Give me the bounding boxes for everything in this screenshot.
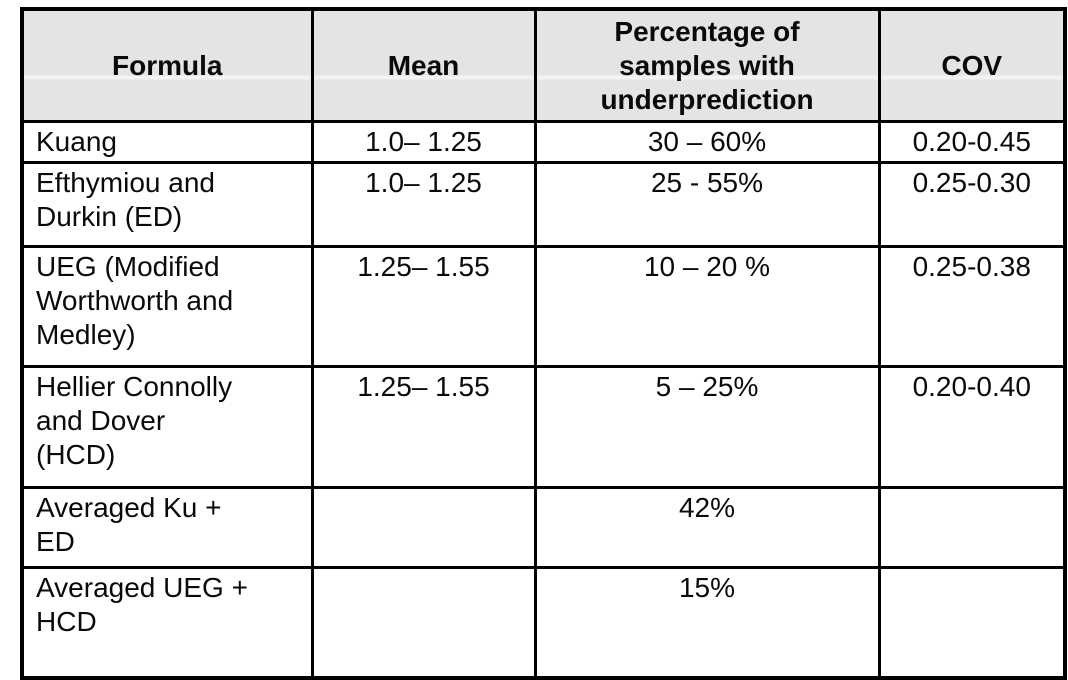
cell-mean: 1.0– 1.25 (310, 120, 537, 164)
formula-text: Efthymiou and Durkin (ED) (36, 167, 215, 232)
table-row-kuang: Kuang 1.0– 1.25 30 – 60% 0.20-0.45 (20, 120, 1067, 164)
table-body: Kuang 1.0– 1.25 30 – 60% 0.20-0.45 Efthy… (20, 120, 1067, 679)
cell-underprediction: 42% (533, 486, 881, 569)
cell-cov (877, 566, 1067, 679)
table-header: Formula Mean Percentage of samples with … (20, 7, 1067, 123)
cell-cov: 0.20-0.45 (877, 120, 1067, 164)
cell-underprediction: 30 – 60% (533, 120, 881, 164)
column-header-cov-label: COV (941, 49, 1003, 81)
formula-text: Kuang (36, 126, 117, 157)
cell-formula: UEG (Modified Worthworth and Medley) (20, 245, 314, 368)
table-row-efthymiou-durkin: Efthymiou and Durkin (ED) 1.0– 1.25 25 -… (20, 161, 1067, 248)
cell-formula: Averaged UEG + HCD (20, 566, 314, 679)
column-header-underprediction-label: Percentage of samples with underpredicti… (600, 15, 814, 115)
column-header-mean: Mean (310, 7, 537, 123)
formula-text: Averaged UEG + HCD (36, 572, 248, 637)
cell-underprediction: 10 – 20 % (533, 245, 881, 368)
cell-mean: 1.25– 1.55 (310, 245, 537, 368)
cell-cov: 0.25-0.38 (877, 245, 1067, 368)
cell-cov: 0.25-0.30 (877, 161, 1067, 248)
cell-formula: Kuang (20, 120, 314, 164)
column-header-formula: Formula (20, 7, 314, 123)
table-row-hellier-connolly-dover: Hellier Connolly and Dover (HCD) 1.25– 1… (20, 365, 1067, 489)
formula-text: Hellier Connolly and Dover (HCD) (36, 371, 233, 470)
cell-mean (310, 486, 537, 569)
formula-comparison-table: Formula Mean Percentage of samples with … (20, 7, 1067, 680)
cell-mean (310, 566, 537, 679)
column-header-mean-label: Mean (387, 49, 460, 81)
cell-underprediction: 15% (533, 566, 881, 679)
cell-cov: 0.20-0.40 (877, 365, 1067, 489)
column-header-formula-label: Formula (112, 49, 223, 81)
column-header-cov: COV (877, 7, 1067, 123)
table-row-ueg: UEG (Modified Worthworth and Medley) 1.2… (20, 245, 1067, 368)
column-header-underprediction: Percentage of samples with underpredicti… (533, 7, 881, 123)
table-row-averaged-ku-ed: Averaged Ku + ED 42% (20, 486, 1067, 569)
header-row: Formula Mean Percentage of samples with … (20, 7, 1067, 123)
formula-text: Averaged Ku + ED (36, 492, 222, 557)
cell-underprediction: 5 – 25% (533, 365, 881, 489)
cell-underprediction: 25 - 55% (533, 161, 881, 248)
table-row-averaged-ueg-hcd: Averaged UEG + HCD 15% (20, 566, 1067, 679)
cell-mean: 1.25– 1.55 (310, 365, 537, 489)
formula-text: UEG (Modified Worthworth and Medley) (36, 251, 234, 350)
cell-formula: Averaged Ku + ED (20, 486, 314, 569)
cell-mean: 1.0– 1.25 (310, 161, 537, 248)
cell-cov (877, 486, 1067, 569)
cell-formula: Hellier Connolly and Dover (HCD) (20, 365, 314, 489)
cell-formula: Efthymiou and Durkin (ED) (20, 161, 314, 248)
